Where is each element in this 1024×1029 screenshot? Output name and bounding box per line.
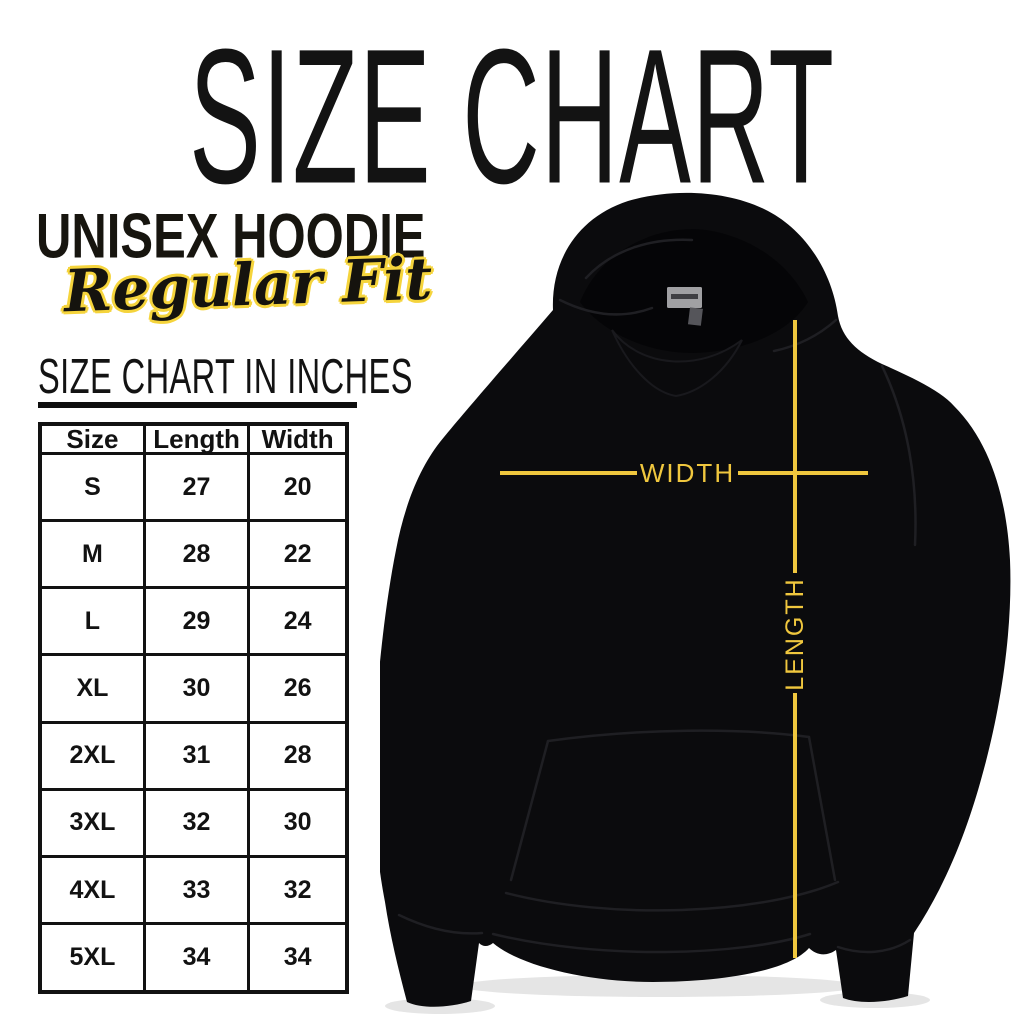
fit-style-heading: Regular Fit	[62, 244, 434, 326]
cell-length: 31	[142, 720, 251, 791]
table-row: XL 30 26	[38, 653, 349, 724]
pocket-top-seam	[546, 729, 811, 743]
cell-width: 22	[247, 519, 349, 590]
cell-length: 30	[142, 653, 251, 724]
cell-size: 5XL	[38, 922, 146, 994]
cell-size: 3XL	[38, 787, 146, 858]
cell-width: 34	[247, 922, 349, 994]
pocket-right-seam	[807, 735, 837, 882]
hoodie-photo	[373, 188, 1024, 1024]
table-row: 5XL 34 34	[38, 922, 349, 994]
length-measure-line-top	[793, 320, 797, 573]
cell-length: 28	[142, 519, 251, 590]
cuff-seam-left	[397, 913, 484, 935]
cuff-seam-right	[836, 938, 912, 954]
cell-width: 30	[247, 787, 349, 858]
length-measure-label: LENGTH	[781, 577, 809, 691]
table-row: 4XL 33 32	[38, 854, 349, 926]
cell-size: 4XL	[38, 854, 146, 926]
cell-size: L	[38, 586, 146, 657]
table-heading-underline	[38, 402, 357, 408]
pocket-left-seam	[509, 739, 550, 882]
cell-length: 27	[142, 451, 251, 523]
width-measure-line-left	[500, 471, 637, 475]
cell-length: 34	[142, 922, 251, 994]
brand-tag-text-mark	[671, 294, 698, 299]
width-measure-label: WIDTH	[639, 458, 736, 488]
hood-top-fold	[584, 238, 694, 280]
table-row: S 27 20	[38, 451, 349, 523]
ground-shadow	[460, 975, 860, 997]
hem-seam	[491, 932, 812, 954]
column-header-length: Length	[142, 422, 251, 455]
hoodie-illustration	[373, 192, 1011, 1014]
cell-length: 29	[142, 586, 251, 657]
cell-length: 33	[142, 854, 251, 926]
sleeve-seam-right	[880, 364, 917, 547]
length-measure-line-bottom	[793, 693, 797, 958]
hood-collar-shadow	[611, 329, 743, 398]
product-name-heading: UNISEX HOODIE	[36, 201, 426, 272]
table-heading: SIZE CHART IN INCHES	[38, 349, 413, 404]
cell-width: 28	[247, 720, 349, 791]
cell-width: 26	[247, 653, 349, 724]
size-table: Size Length Width S 27 20 M 28 22 L 29 2…	[38, 422, 349, 994]
table-row: 2XL 31 28	[38, 720, 349, 791]
column-header-width: Width	[247, 422, 349, 455]
table-row: 3XL 32 30	[38, 787, 349, 858]
cell-width: 32	[247, 854, 349, 926]
cell-width: 20	[247, 451, 349, 523]
table-header-row: Size Length Width	[38, 422, 349, 455]
table-row: M 28 22	[38, 519, 349, 590]
care-tag	[687, 307, 703, 326]
page-title: SIZE CHART	[189, 10, 835, 225]
table-row: L 29 24	[38, 586, 349, 657]
pocket-bottom-seam	[504, 880, 840, 912]
cell-width: 24	[247, 586, 349, 657]
cell-length: 32	[142, 787, 251, 858]
cell-size: 2XL	[38, 720, 146, 791]
cell-size: S	[38, 451, 146, 523]
cell-size: M	[38, 519, 146, 590]
column-header-size: Size	[38, 422, 146, 455]
width-measure-line-right	[738, 471, 868, 475]
hood-fold-right	[772, 318, 838, 353]
hoodie-silhouette	[373, 192, 1011, 1007]
hood-fold-left	[558, 298, 654, 316]
cell-size: XL	[38, 653, 146, 724]
